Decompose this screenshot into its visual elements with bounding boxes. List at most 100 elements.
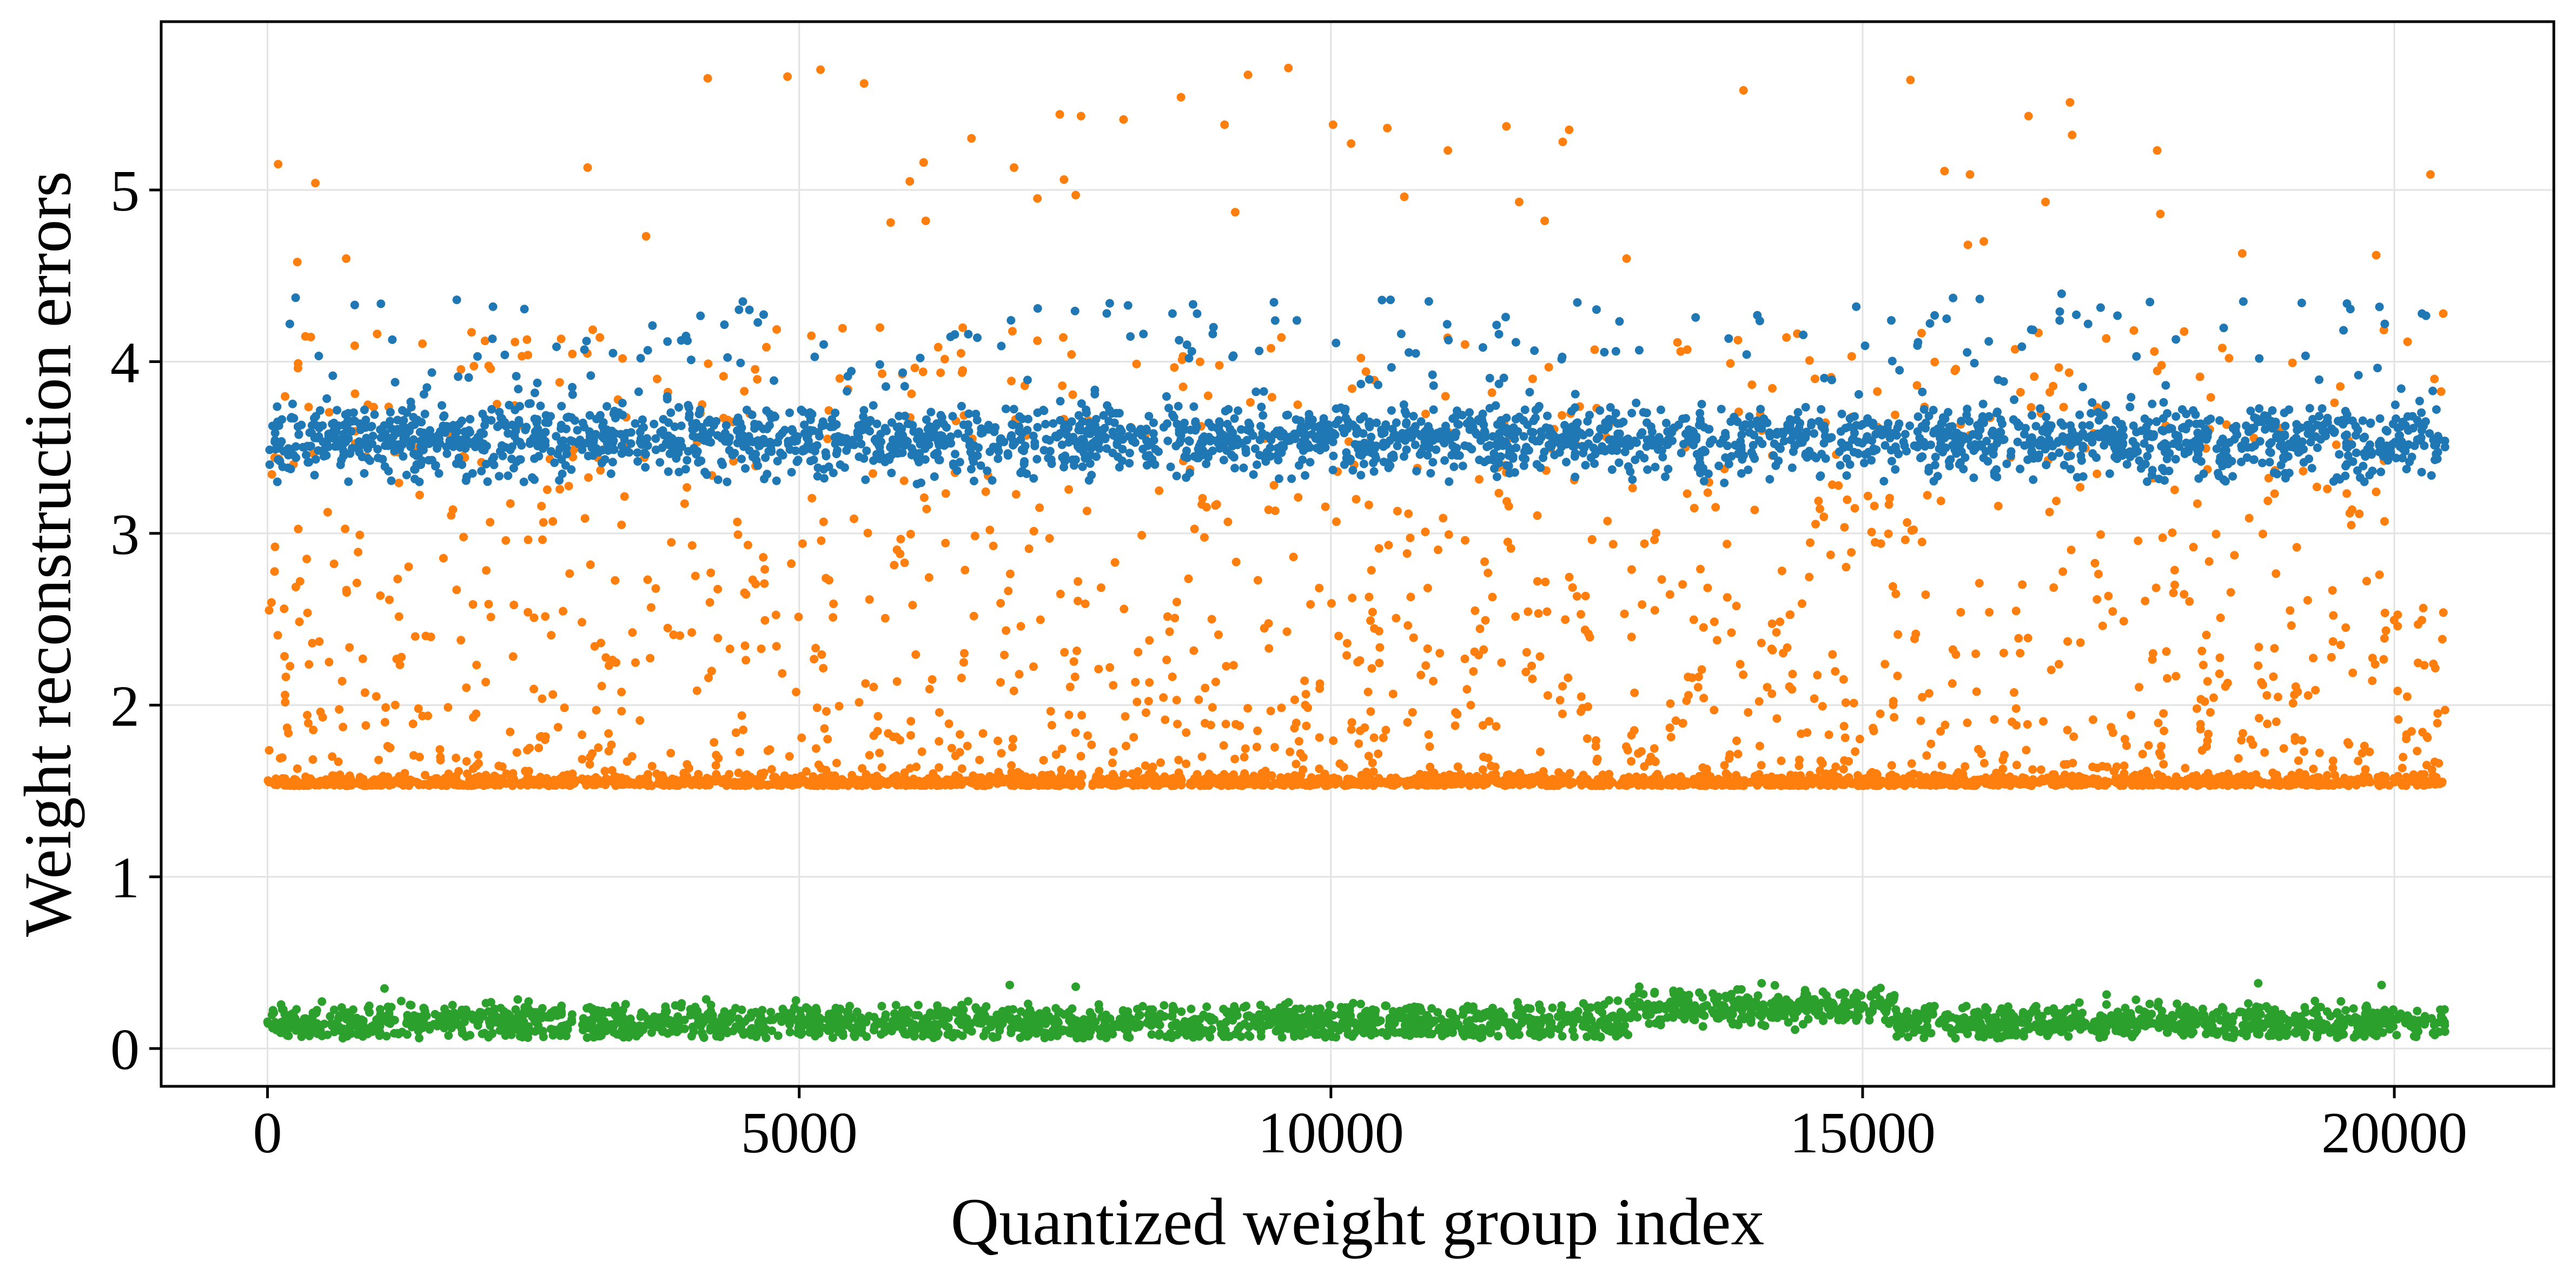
data-point [713, 634, 723, 643]
data-point [1074, 577, 1083, 586]
data-point [1070, 672, 1080, 682]
data-point [2142, 767, 2151, 776]
data-point [1891, 410, 1900, 419]
data-point [1444, 530, 1453, 539]
data-point [580, 345, 589, 354]
data-point [955, 730, 964, 739]
data-point [2202, 630, 2211, 639]
data-point [919, 493, 929, 502]
data-point [2127, 710, 2136, 720]
data-point [1793, 780, 1803, 789]
data-point [2215, 669, 2224, 678]
data-point [293, 258, 302, 267]
data-point [1859, 458, 1869, 467]
data-point [280, 604, 289, 613]
data-point [1024, 780, 1033, 789]
data-point [541, 612, 550, 621]
data-point [1560, 778, 1570, 787]
data-point [1046, 707, 1055, 716]
data-point [2069, 732, 2078, 741]
data-point [882, 778, 891, 788]
data-point [1429, 677, 1438, 685]
data-point [1538, 776, 1547, 786]
data-point [520, 305, 529, 314]
data-point [2154, 718, 2163, 728]
data-point [1270, 743, 1279, 752]
data-point [772, 642, 781, 651]
data-point [2102, 334, 2111, 343]
data-point [1926, 780, 1936, 789]
data-point [303, 608, 312, 617]
data-point [1300, 676, 1309, 685]
data-point [360, 688, 369, 697]
data-point [1821, 454, 1830, 463]
data-point [2297, 736, 2307, 745]
data-point [1999, 377, 2008, 386]
data-point [2011, 606, 2021, 616]
data-point [835, 374, 844, 383]
data-point [1998, 764, 2008, 774]
data-point [2068, 758, 2077, 768]
data-point [1306, 600, 1315, 609]
data-point [2380, 517, 2389, 526]
data-point [1741, 420, 1750, 429]
data-point [2120, 769, 2129, 778]
data-point [608, 458, 617, 467]
data-point [1424, 730, 1433, 739]
data-point [1600, 348, 1609, 357]
data-point [2300, 747, 2309, 756]
data-point [1965, 170, 1975, 179]
data-point [1573, 298, 1582, 307]
data-point [1474, 650, 1483, 659]
data-point [1000, 650, 1009, 659]
data-point [508, 652, 518, 661]
data-point [1916, 716, 1925, 725]
data-point [509, 601, 519, 610]
data-point [462, 683, 471, 692]
data-point [822, 707, 831, 716]
data-point [1356, 471, 1366, 480]
data-point [970, 531, 979, 540]
data-point [578, 730, 587, 740]
data-point [1409, 412, 1418, 421]
data-point [447, 511, 456, 520]
data-point [2054, 659, 2063, 669]
data-point [628, 628, 637, 637]
data-point [492, 399, 501, 408]
data-point [439, 777, 448, 786]
data-point [1306, 458, 1315, 467]
data-point [1130, 779, 1140, 788]
data-point [620, 492, 629, 501]
data-point [1125, 448, 1134, 458]
data-point [959, 649, 969, 658]
data-point [855, 698, 864, 707]
data-point [1403, 621, 1413, 630]
data-point [1388, 689, 1398, 698]
data-point [1051, 750, 1061, 759]
data-point [1369, 733, 1379, 742]
data-point [2257, 678, 2266, 687]
data-point [1603, 517, 1612, 526]
data-point [481, 677, 491, 687]
data-point [2067, 545, 2076, 555]
data-point [2047, 665, 2056, 675]
data-point [810, 655, 819, 664]
data-point [1366, 707, 1375, 716]
data-point [2287, 621, 2296, 630]
data-point [1276, 773, 1285, 782]
data-point [1733, 749, 1743, 758]
data-point [706, 568, 716, 577]
data-point [1961, 781, 1970, 790]
data-point [762, 342, 771, 352]
data-point [1056, 397, 1065, 406]
data-point [2094, 570, 2103, 579]
data-point [1558, 709, 1567, 718]
data-point [1042, 434, 1051, 444]
data-point [947, 743, 956, 753]
data-point [2381, 626, 2390, 635]
data-point [1009, 735, 1018, 744]
data-point [1502, 497, 1511, 506]
data-point [2170, 565, 2179, 575]
data-point [818, 773, 827, 782]
data-point [1999, 649, 2008, 657]
